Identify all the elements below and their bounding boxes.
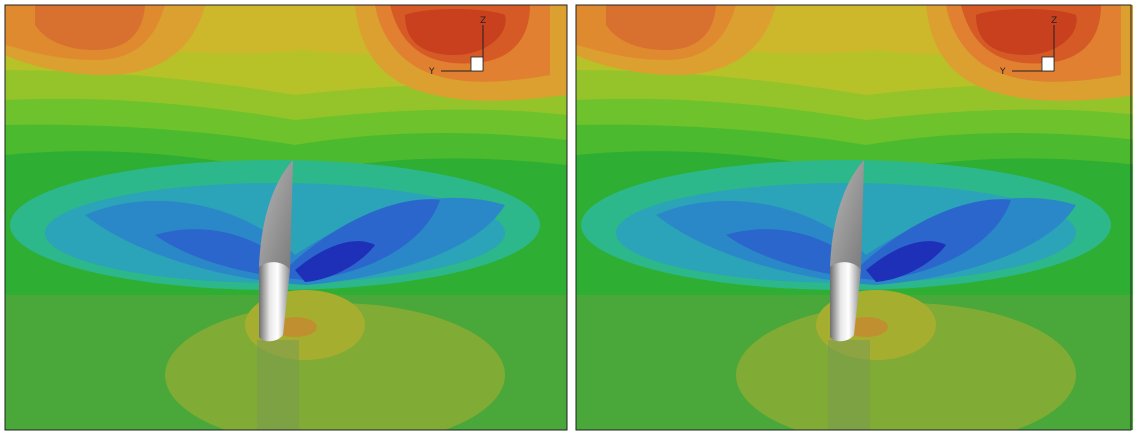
y-axis-label: Y bbox=[428, 67, 435, 77]
y-axis-label: Y bbox=[999, 67, 1006, 77]
figure: Z Y Z Y bbox=[0, 0, 1133, 432]
panel: Z Y bbox=[5, 5, 567, 432]
contour-plot bbox=[576, 5, 1133, 432]
z-axis-label: Z bbox=[1051, 16, 1057, 26]
contour-plot bbox=[5, 5, 567, 432]
panel: Z Y bbox=[576, 5, 1133, 432]
z-axis-label: Z bbox=[480, 16, 486, 26]
